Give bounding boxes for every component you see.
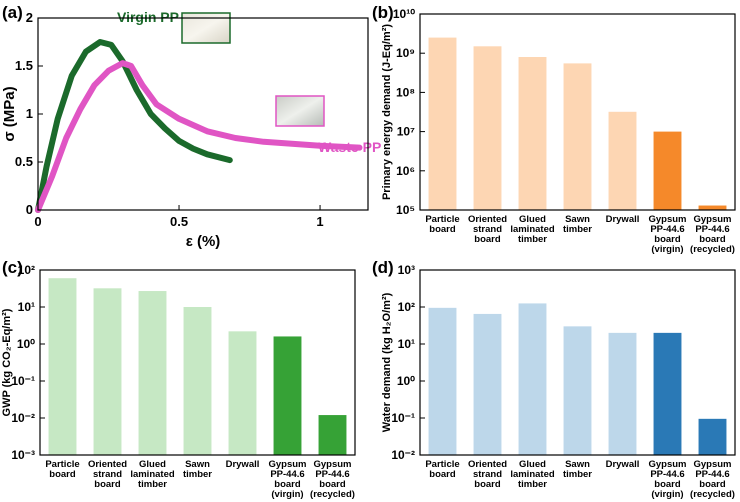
x-tick-label: Sawn timber <box>183 459 212 480</box>
x-tick-label: Gypsum PP-44.6 board (recycled) <box>690 214 735 255</box>
bar <box>653 332 682 455</box>
series-label: Virgin PP <box>117 9 179 25</box>
bar <box>653 131 682 210</box>
x-axis-label: ε (%) <box>186 233 221 250</box>
plot-frame <box>37 17 369 211</box>
plot-frame <box>419 269 736 456</box>
x-tick-label: Oriented strand board <box>468 459 507 490</box>
y-tick-label: 10³ <box>398 263 415 277</box>
x-tick-label: 0 <box>34 214 41 229</box>
y-tick-label: 10⁰ <box>397 374 415 388</box>
y-tick-label: 10⁻¹ <box>11 374 35 388</box>
x-tick-label: Gypsum PP-44.6 board (virgin) <box>648 459 686 500</box>
y-tick-label: 1.5 <box>15 58 33 73</box>
bar <box>473 313 502 455</box>
x-tick-label: 0.5 <box>170 214 188 229</box>
bar <box>473 46 502 210</box>
x-tick-label: Glued laminated timber <box>510 459 555 490</box>
x-tick-label: Oriented strand board <box>468 214 507 245</box>
x-tick-label: Gypsum PP-44.6 board (virgin) <box>648 214 686 255</box>
x-tick-label: Glued laminated timber <box>130 459 175 490</box>
y-tick-label: 0.5 <box>15 154 33 169</box>
x-tick-label: Particle board <box>45 459 79 480</box>
y-tick-label: 10⁸ <box>396 85 415 99</box>
x-tick-label: Drywall <box>606 214 640 225</box>
bar <box>93 288 122 455</box>
x-tick-label: Drywall <box>606 459 640 470</box>
bar <box>228 331 257 455</box>
y-tick-label: 1 <box>26 106 33 121</box>
x-tick-label: Glued laminated timber <box>510 214 555 245</box>
x-tick-label: Gypsum PP-44.6 board (recycled) <box>310 459 355 500</box>
y-tick-label: 0 <box>26 202 33 217</box>
y-tick-label: 10² <box>398 300 415 314</box>
x-tick-label: Particle board <box>425 214 459 235</box>
bar <box>518 303 547 455</box>
x-tick-label: Gypsum PP-44.6 board (recycled) <box>690 459 735 500</box>
x-tick-label: Sawn timber <box>563 459 592 480</box>
plot-frame <box>39 269 356 456</box>
bar <box>563 63 592 211</box>
line-series <box>35 60 363 213</box>
y-tick-label: 10¹ <box>398 337 415 351</box>
bar <box>518 56 547 210</box>
bar <box>138 291 167 455</box>
panel-label: (a) <box>2 3 23 22</box>
bar <box>183 307 212 455</box>
y-tick-label: 10⁻¹ <box>391 411 415 425</box>
y-axis-label: Primary energy demand (J-Eq/m²) <box>381 24 393 200</box>
bar <box>608 111 637 210</box>
bar <box>428 307 457 455</box>
y-tick-label: 10⁶ <box>396 164 415 178</box>
bar <box>318 415 347 455</box>
x-tick-label: Drywall <box>226 459 260 470</box>
y-tick-label: 10² <box>18 263 35 277</box>
y-tick-label: 10¹ <box>18 300 35 314</box>
y-axis-label: Water demand (kg H₂O/m²) <box>381 292 393 432</box>
panel-label: (d) <box>372 258 394 277</box>
y-tick-label: 10⁰ <box>17 337 35 351</box>
y-axis-label: GWP (kg CO₂-Eq/m²) <box>1 308 13 416</box>
bar <box>48 278 77 455</box>
x-tick-label: 1 <box>316 214 323 229</box>
series-label: Waste PP <box>318 139 381 155</box>
plot-frame <box>419 13 736 211</box>
y-tick-label: 10⁹ <box>396 46 415 60</box>
y-tick-label: 2 <box>26 10 33 25</box>
bar <box>563 326 592 455</box>
panel-label: (b) <box>372 3 394 22</box>
bar <box>273 336 302 455</box>
y-tick-label: 10¹⁰ <box>393 7 415 21</box>
x-tick-label: Oriented strand board <box>88 459 127 490</box>
bar <box>608 332 637 455</box>
panel-label: (c) <box>2 258 23 277</box>
inset-photo <box>275 95 325 127</box>
y-tick-label: 10⁵ <box>396 203 415 217</box>
x-tick-label: Gypsum PP-44.6 board (virgin) <box>268 459 306 500</box>
x-tick-label: Sawn timber <box>563 214 592 235</box>
y-tick-label: 10⁻² <box>11 411 35 425</box>
bar <box>698 205 727 210</box>
y-tick-label: 10⁻² <box>391 448 415 462</box>
y-tick-label: 10⁷ <box>397 125 415 139</box>
y-tick-label: 10⁻³ <box>11 448 35 462</box>
bar <box>698 418 727 455</box>
y-axis-label: σ (MPa) <box>1 86 18 141</box>
bar <box>428 37 457 210</box>
x-tick-label: Particle board <box>425 459 459 480</box>
